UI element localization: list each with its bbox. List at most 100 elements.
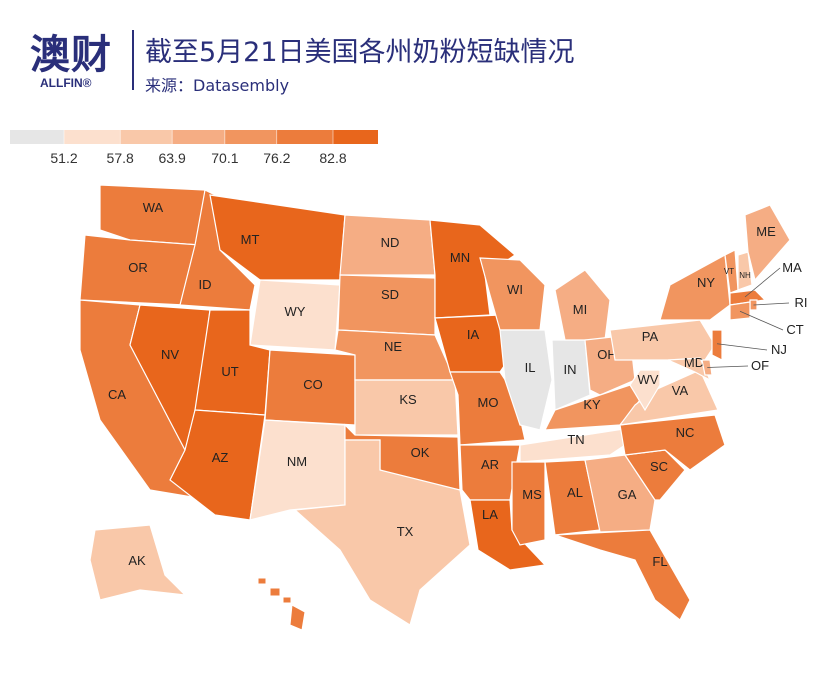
state-label: MI xyxy=(573,302,587,317)
logo-sub: ALLFIN® xyxy=(40,76,92,90)
state-label: NJ xyxy=(771,342,787,357)
state xyxy=(449,371,526,446)
state-label: MO xyxy=(478,395,499,410)
state-label: OR xyxy=(128,260,148,275)
state xyxy=(293,439,471,626)
state-label: VT xyxy=(724,267,734,276)
state-label: NY xyxy=(697,275,715,290)
state xyxy=(89,524,187,601)
state-label: NM xyxy=(287,454,307,469)
state-label: KS xyxy=(399,392,417,407)
state-label: AK xyxy=(128,553,146,568)
state xyxy=(554,529,691,621)
state-label: MA xyxy=(782,260,802,275)
state xyxy=(619,414,726,471)
state-label: TX xyxy=(397,524,414,539)
state xyxy=(609,319,716,361)
state xyxy=(249,419,346,521)
state-label: SC xyxy=(650,459,668,474)
callout-line xyxy=(753,302,790,306)
legend-swatch xyxy=(333,130,378,144)
state xyxy=(744,204,791,282)
state xyxy=(459,444,521,501)
state-label: MD xyxy=(684,355,704,370)
state xyxy=(469,499,547,571)
state-label: MN xyxy=(450,250,470,265)
state-label: OH xyxy=(597,347,617,362)
callout-line xyxy=(716,343,768,351)
state xyxy=(209,194,346,281)
legend-swatch xyxy=(120,130,173,144)
state-label: WY xyxy=(285,304,306,319)
state-label: AR xyxy=(481,457,499,472)
legend-swatch xyxy=(64,130,121,144)
state xyxy=(354,379,459,436)
state-label: KY xyxy=(583,397,601,412)
callout-line xyxy=(707,365,749,368)
state xyxy=(659,254,731,321)
state-label: RI xyxy=(795,295,808,310)
state-label: IA xyxy=(467,327,480,342)
state xyxy=(667,357,712,382)
state xyxy=(729,301,751,321)
state-label: NE xyxy=(384,339,402,354)
state xyxy=(711,329,723,361)
legend-label: 76.2 xyxy=(263,150,290,166)
state-label: UT xyxy=(221,364,238,379)
state-label: ND xyxy=(381,235,400,250)
state-label: WV xyxy=(638,372,659,387)
legend-label: 70.1 xyxy=(211,150,238,166)
state-label: FL xyxy=(652,554,667,569)
legend-swatch xyxy=(224,130,277,144)
legend-label: 57.8 xyxy=(107,150,134,166)
legend-label: 63.9 xyxy=(158,150,185,166)
state xyxy=(429,219,516,319)
state xyxy=(169,409,266,521)
state xyxy=(629,369,661,412)
state xyxy=(499,329,553,431)
state-label: ID xyxy=(199,277,212,292)
callout-line xyxy=(739,310,784,331)
state xyxy=(511,461,546,546)
state xyxy=(337,274,436,336)
state-label: LA xyxy=(482,507,498,522)
state-label: TN xyxy=(567,432,584,447)
state-label: IL xyxy=(525,360,536,375)
logo: 澳财 xyxy=(30,32,112,78)
state-label: ME xyxy=(756,224,776,239)
callout-line xyxy=(744,267,781,298)
state-label: GA xyxy=(618,487,637,502)
state-label: CO xyxy=(303,377,323,392)
legend-swatch xyxy=(172,130,225,144)
state xyxy=(99,184,206,246)
state xyxy=(701,359,713,376)
state-label: OF xyxy=(751,358,769,373)
title: 截至5月21日美国各州奶粉短缺情况 xyxy=(145,37,575,68)
state-label: VA xyxy=(672,383,689,398)
legend-swatch xyxy=(10,130,64,144)
state-label: WA xyxy=(143,200,164,215)
legend-swatch xyxy=(276,130,333,144)
state-label: AL xyxy=(567,485,583,500)
state-label: OK xyxy=(411,445,430,460)
separator xyxy=(132,30,134,90)
state-label: SD xyxy=(381,287,399,302)
state-label: PA xyxy=(642,329,659,344)
state-label: IN xyxy=(564,362,577,377)
state-label: NV xyxy=(161,347,179,362)
state xyxy=(554,269,611,341)
legend-label: 82.8 xyxy=(319,150,346,166)
state-label: AZ xyxy=(212,450,229,465)
state-label: MT xyxy=(241,232,260,247)
source: 来源：Datasembly xyxy=(145,76,290,95)
legend-label: 51.2 xyxy=(50,150,77,166)
state-label: WI xyxy=(507,282,523,297)
state-label: CT xyxy=(786,322,803,337)
state-label: NC xyxy=(676,425,695,440)
hawaii xyxy=(257,577,306,631)
state-label: MS xyxy=(522,487,542,502)
state xyxy=(737,251,753,291)
state-label: CA xyxy=(108,387,126,402)
